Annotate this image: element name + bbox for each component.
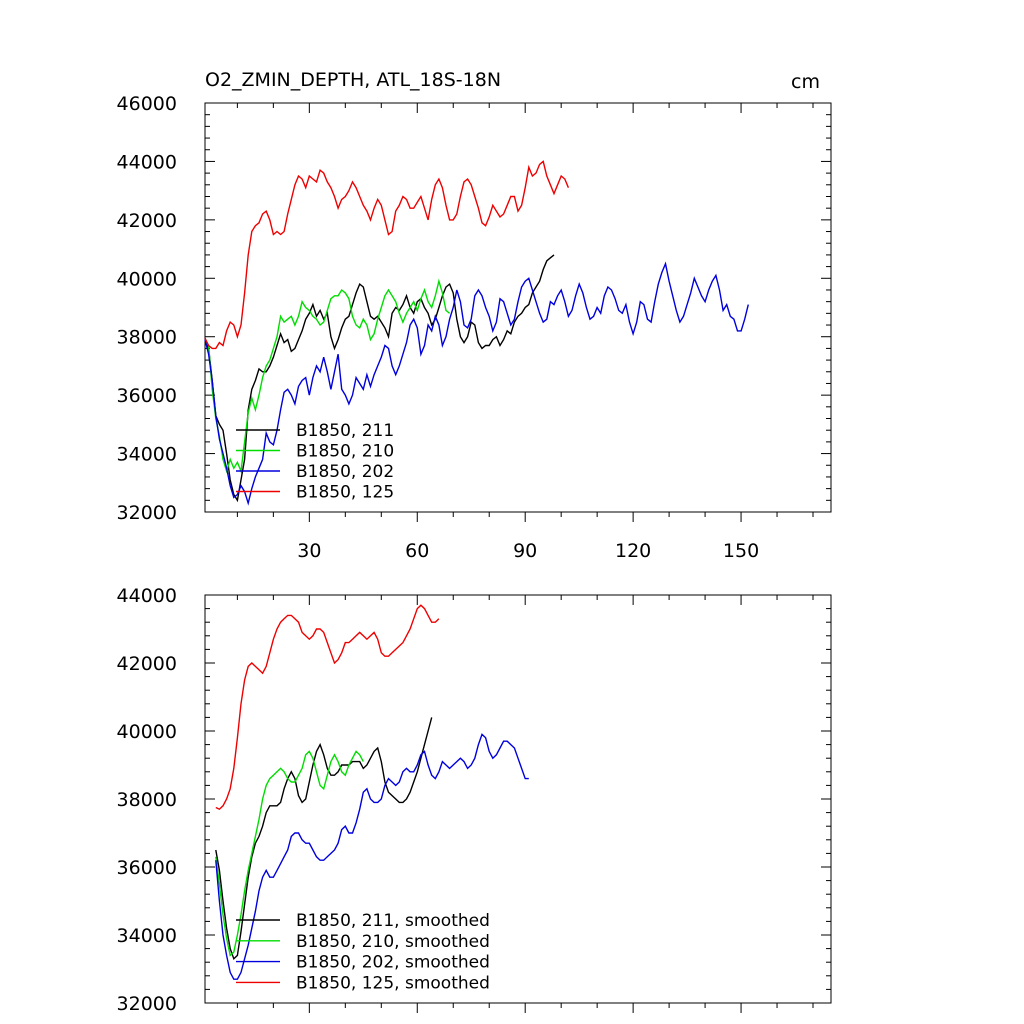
series-line-b1850-211 [204,254,555,503]
y-tick-label: 34000 [117,444,177,466]
top-panel: 32000 34000 36000 38000 40000 42000 44000 46000… [117,93,832,562]
y-tick-label: 44000 [117,585,177,607]
y-tick-label: 32000 [117,502,177,524]
series-line-b1850-211-smoothed [215,717,433,961]
y-tick-label: 42000 [117,210,177,232]
x-tick-label: 150 [723,540,759,562]
y-tick-label: 32000 [117,993,177,1015]
units-label: cm [791,71,820,93]
y-tick-label: 36000 [117,385,177,407]
legend-label: B1850, 210, smoothed [296,932,490,952]
y-tick-label: 40000 [117,721,177,743]
legend-label: B1850, 210 [296,442,394,462]
y-tick-label: 44000 [117,151,177,173]
plot-frame [204,102,832,513]
y-tick-label: 36000 [117,857,177,879]
series-line-b1850-202-smoothed [215,733,529,980]
y-tick-label: 42000 [117,653,177,675]
series-line-b1850-210 [204,278,451,474]
x-tick-label: 90 [513,540,537,562]
legend-label: B1850, 202 [296,462,394,482]
chart-title: O2_ZMIN_DEPTH, ATL_18S-18N [205,69,501,91]
series-line-b1850-202 [204,261,749,506]
x-tick-label: 120 [615,540,651,562]
y-tick-label: 38000 [117,327,177,349]
x-tick-label: 60 [405,540,429,562]
y-tick-label: 40000 [117,268,177,290]
legend-label: B1850, 202, smoothed [296,953,490,973]
x-tick-label: 30 [297,540,321,562]
series-line-b1850-210-smoothed [215,750,364,957]
y-tick-label: 34000 [117,925,177,947]
y-tick-label: 46000 [117,93,177,115]
series-line-b1850-125 [204,160,570,350]
bottom-panel: 32000 34000 36000 38000 40000 42000 44000 B1850… [117,585,832,1015]
legend-label: B1850, 211 [296,421,394,441]
series-line-b1850-125-smoothed [215,604,440,811]
legend-label: B1850, 125, smoothed [296,973,490,993]
legend-label: B1850, 211, smoothed [296,911,490,931]
y-tick-label: 38000 [117,789,177,811]
legend-label: B1850, 125 [296,483,394,503]
